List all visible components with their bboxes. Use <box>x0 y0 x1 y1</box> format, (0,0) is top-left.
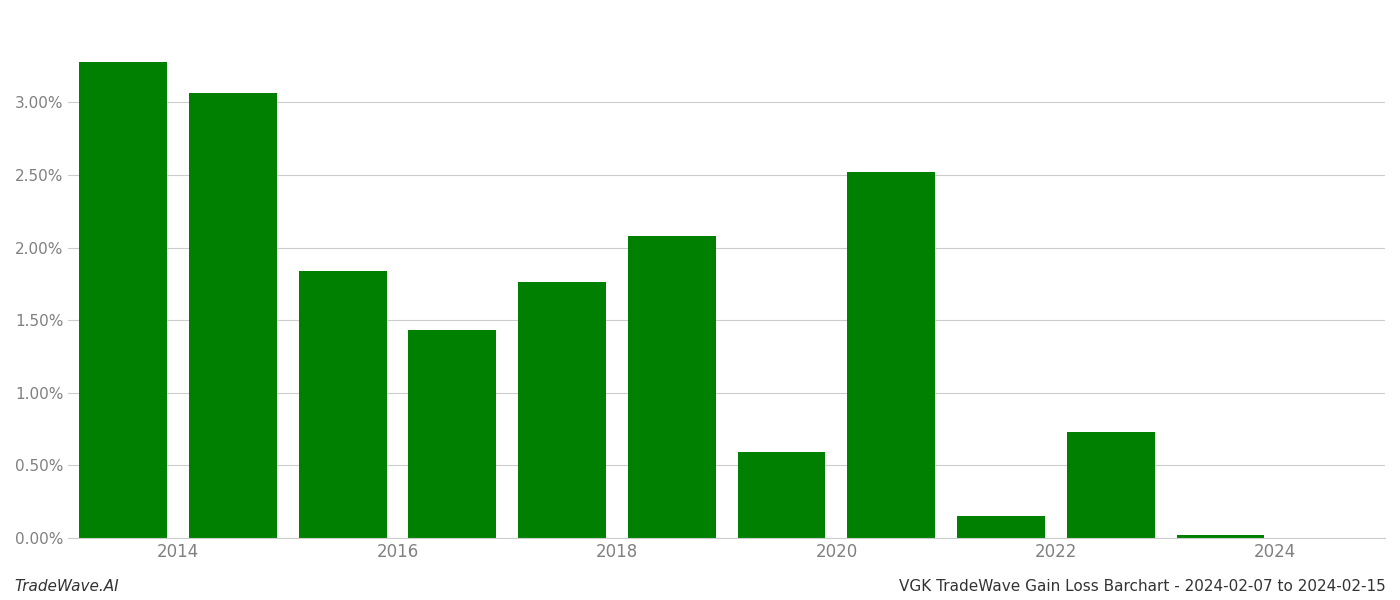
Bar <box>958 517 1044 538</box>
Bar <box>738 452 826 538</box>
Bar <box>189 94 277 538</box>
Bar <box>409 331 496 538</box>
Bar <box>629 236 715 538</box>
Bar <box>80 62 167 538</box>
Bar <box>1067 432 1155 538</box>
Bar <box>1176 535 1264 538</box>
Text: VGK TradeWave Gain Loss Barchart - 2024-02-07 to 2024-02-15: VGK TradeWave Gain Loss Barchart - 2024-… <box>899 579 1386 594</box>
Bar <box>518 283 606 538</box>
Bar <box>847 172 935 538</box>
Text: TradeWave.AI: TradeWave.AI <box>14 579 119 594</box>
Bar <box>298 271 386 538</box>
